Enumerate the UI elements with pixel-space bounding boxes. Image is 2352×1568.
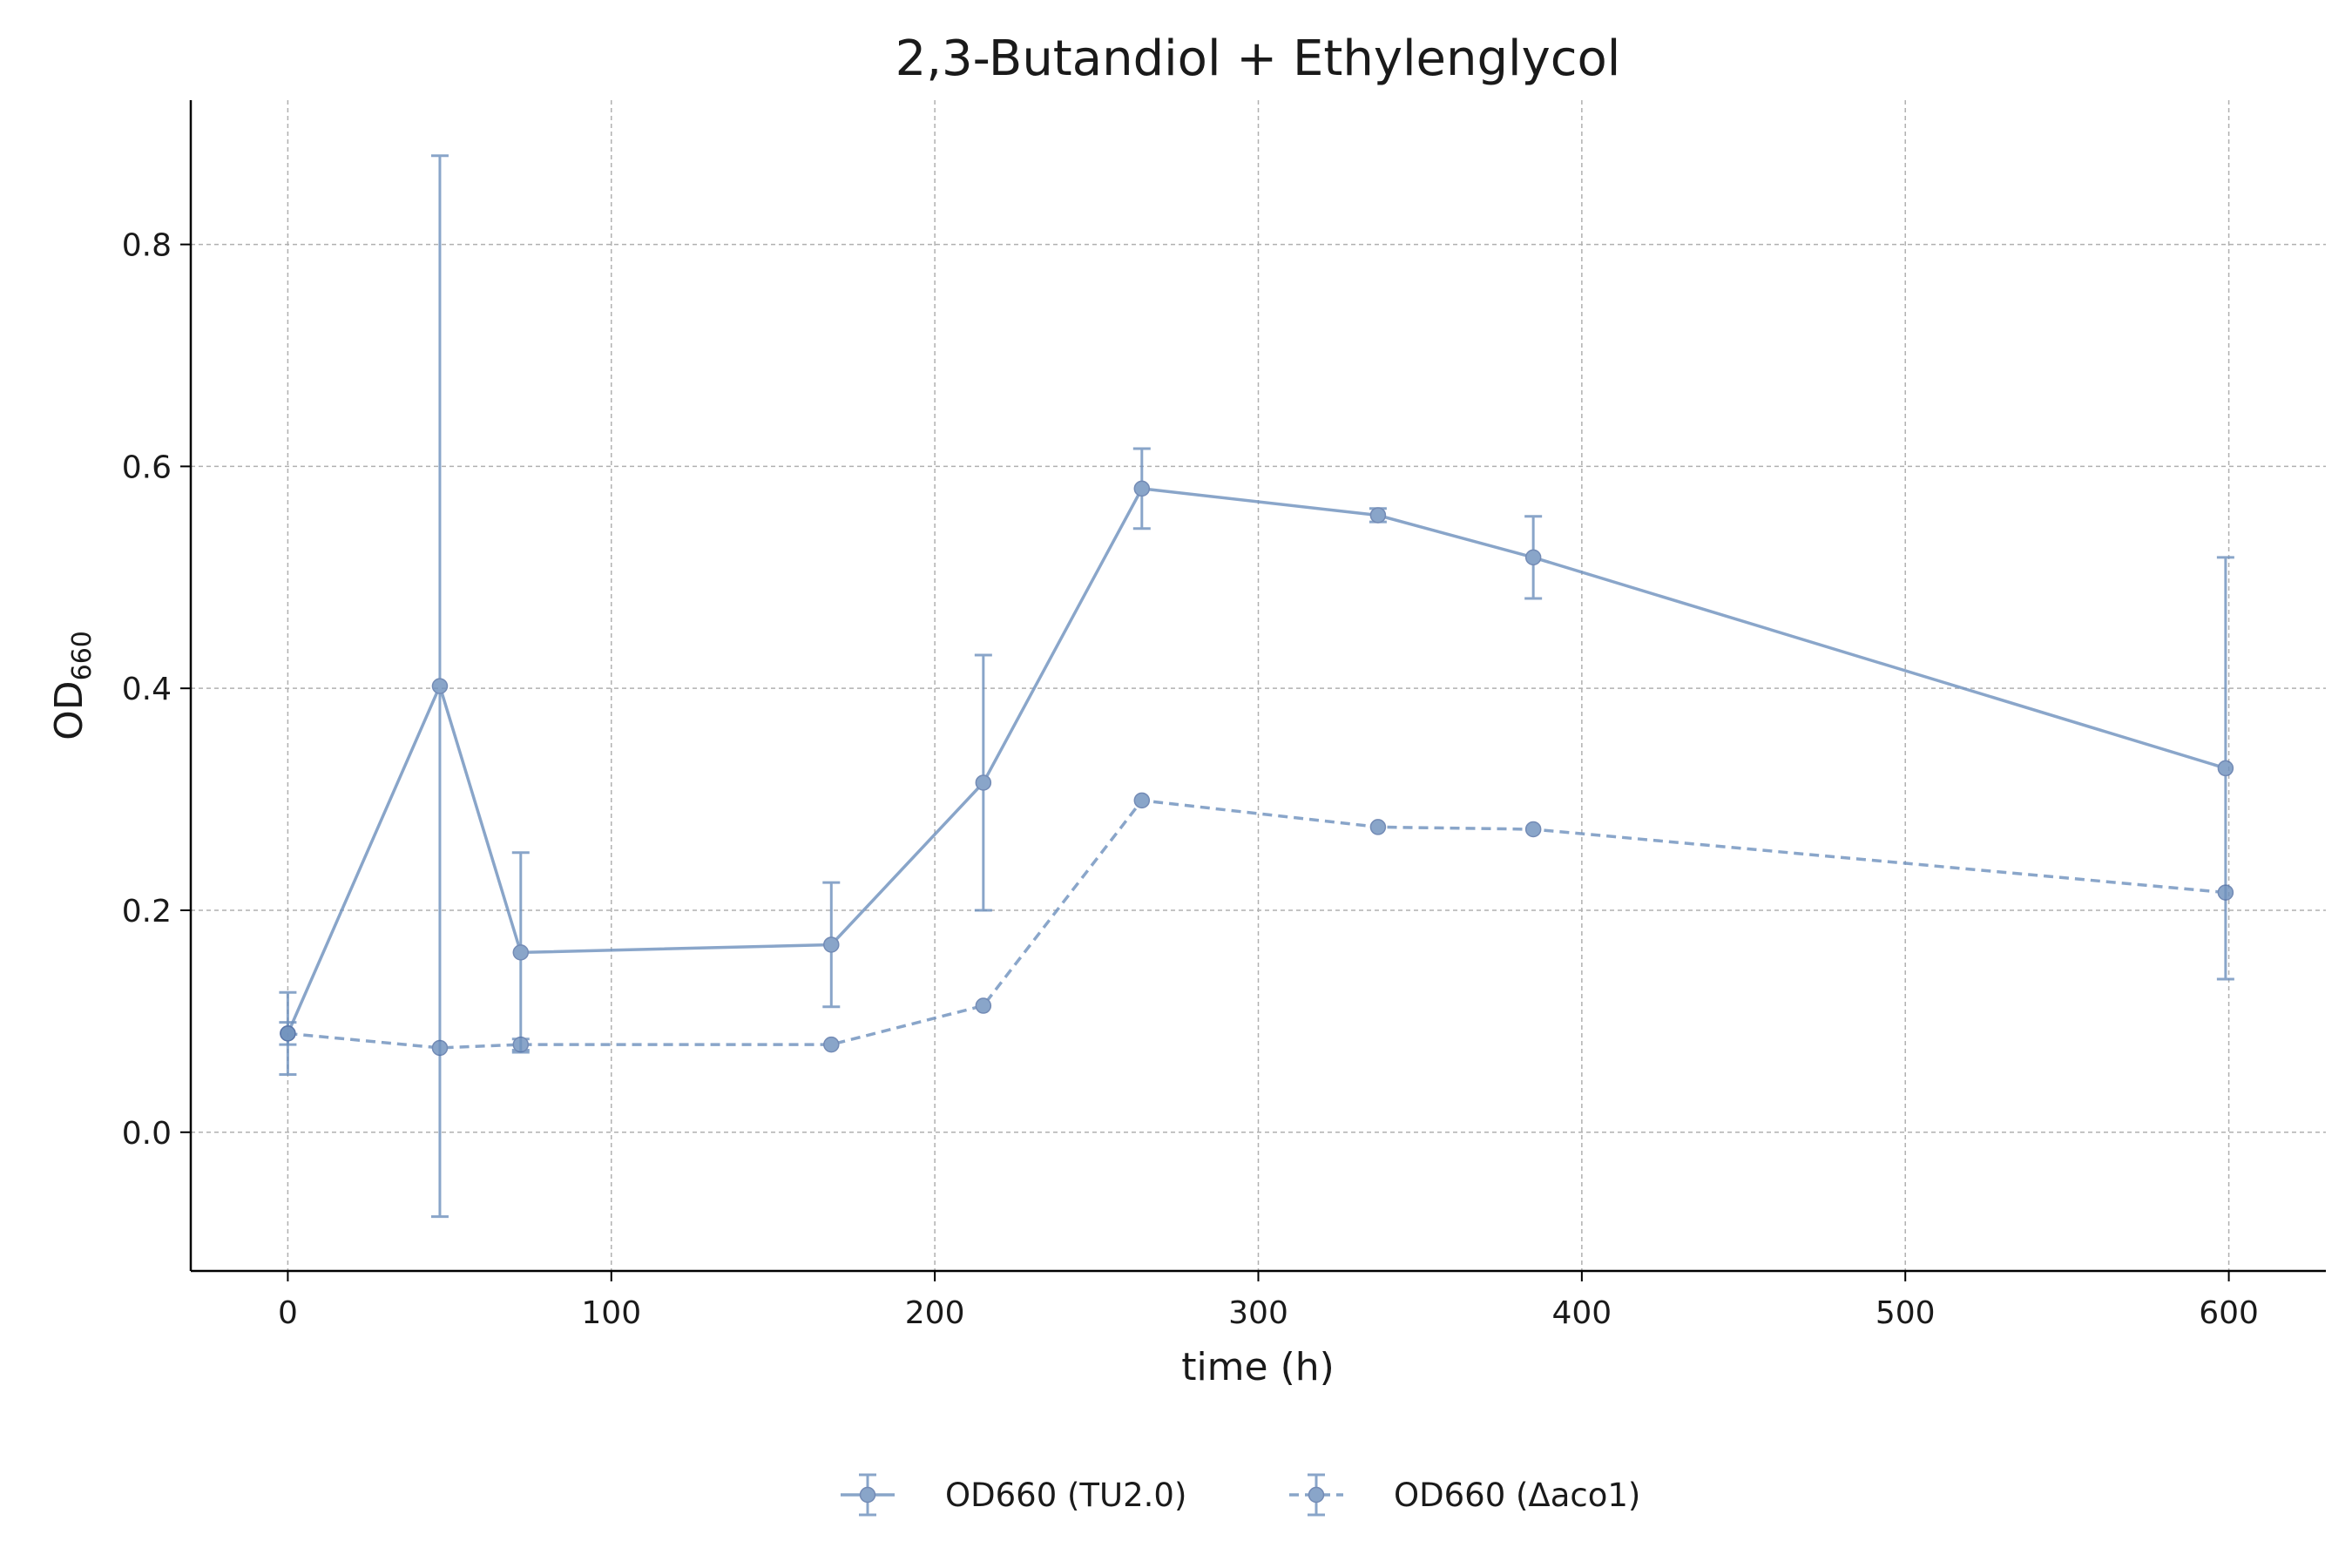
- chart-title: 2,3-Butandiol + Ethylenglycol: [896, 30, 1621, 87]
- y-axis-label: OD660: [47, 631, 98, 740]
- data-point: [512, 1036, 530, 1053]
- x-ticks: 0 100 200 300 400 500 600: [278, 1271, 2259, 1331]
- x-tick-label: 400: [1552, 1295, 1612, 1331]
- legend-label: OD660 (TU2.0): [945, 1477, 1186, 1514]
- y-ticks: 0.0 0.2 0.4 0.6 0.8: [122, 228, 191, 1152]
- series-2: [279, 792, 2234, 1057]
- x-axis-label: time (h): [1181, 1345, 1335, 1389]
- data-point: [823, 1036, 840, 1053]
- x-tick-label: 600: [2199, 1295, 2259, 1331]
- legend-marker: [1308, 1486, 1325, 1504]
- data-point: [280, 1025, 296, 1042]
- x-tick-label: 0: [278, 1295, 298, 1331]
- data-point: [1524, 821, 1542, 838]
- legend-marker: [859, 1486, 876, 1504]
- y-tick-label: 0.8: [122, 228, 172, 264]
- series-line: [287, 799, 2227, 1050]
- x-tick-label: 300: [1228, 1295, 1288, 1331]
- data-point: [1133, 792, 1151, 809]
- data-point: [975, 774, 992, 791]
- y-axis-label-subscript: 660: [67, 631, 98, 680]
- x-tick-label: 200: [905, 1295, 965, 1331]
- data-point: [431, 1039, 449, 1057]
- data-point: [1524, 549, 1542, 566]
- y-tick-label: 0.2: [122, 894, 172, 929]
- x-tick-label: 100: [581, 1295, 641, 1331]
- series-1: [279, 154, 2234, 1219]
- y-tick-label: 0.4: [122, 672, 172, 707]
- data-point: [1133, 480, 1151, 497]
- data-point: [975, 997, 992, 1014]
- data-point: [1369, 507, 1387, 524]
- legend-item-1: [841, 1473, 895, 1517]
- y-axis-label-main: OD: [47, 680, 91, 740]
- legend-label: OD660 (Δaco1): [1394, 1477, 1640, 1514]
- legend: OD660 (TU2.0) OD660 (Δaco1): [841, 1473, 1640, 1517]
- data-point: [2217, 884, 2234, 901]
- x-tick-label: 500: [1876, 1295, 1936, 1331]
- y-tick-label: 0.6: [122, 449, 172, 485]
- data-point: [2217, 760, 2234, 777]
- y-tick-label: 0.0: [122, 1116, 172, 1152]
- data-point: [1369, 819, 1387, 835]
- data-point: [823, 936, 840, 953]
- legend-item-2: [1289, 1473, 1343, 1517]
- series-layer: [279, 154, 2234, 1219]
- data-point: [512, 944, 530, 961]
- data-point: [431, 678, 449, 694]
- grid: [191, 100, 2326, 1271]
